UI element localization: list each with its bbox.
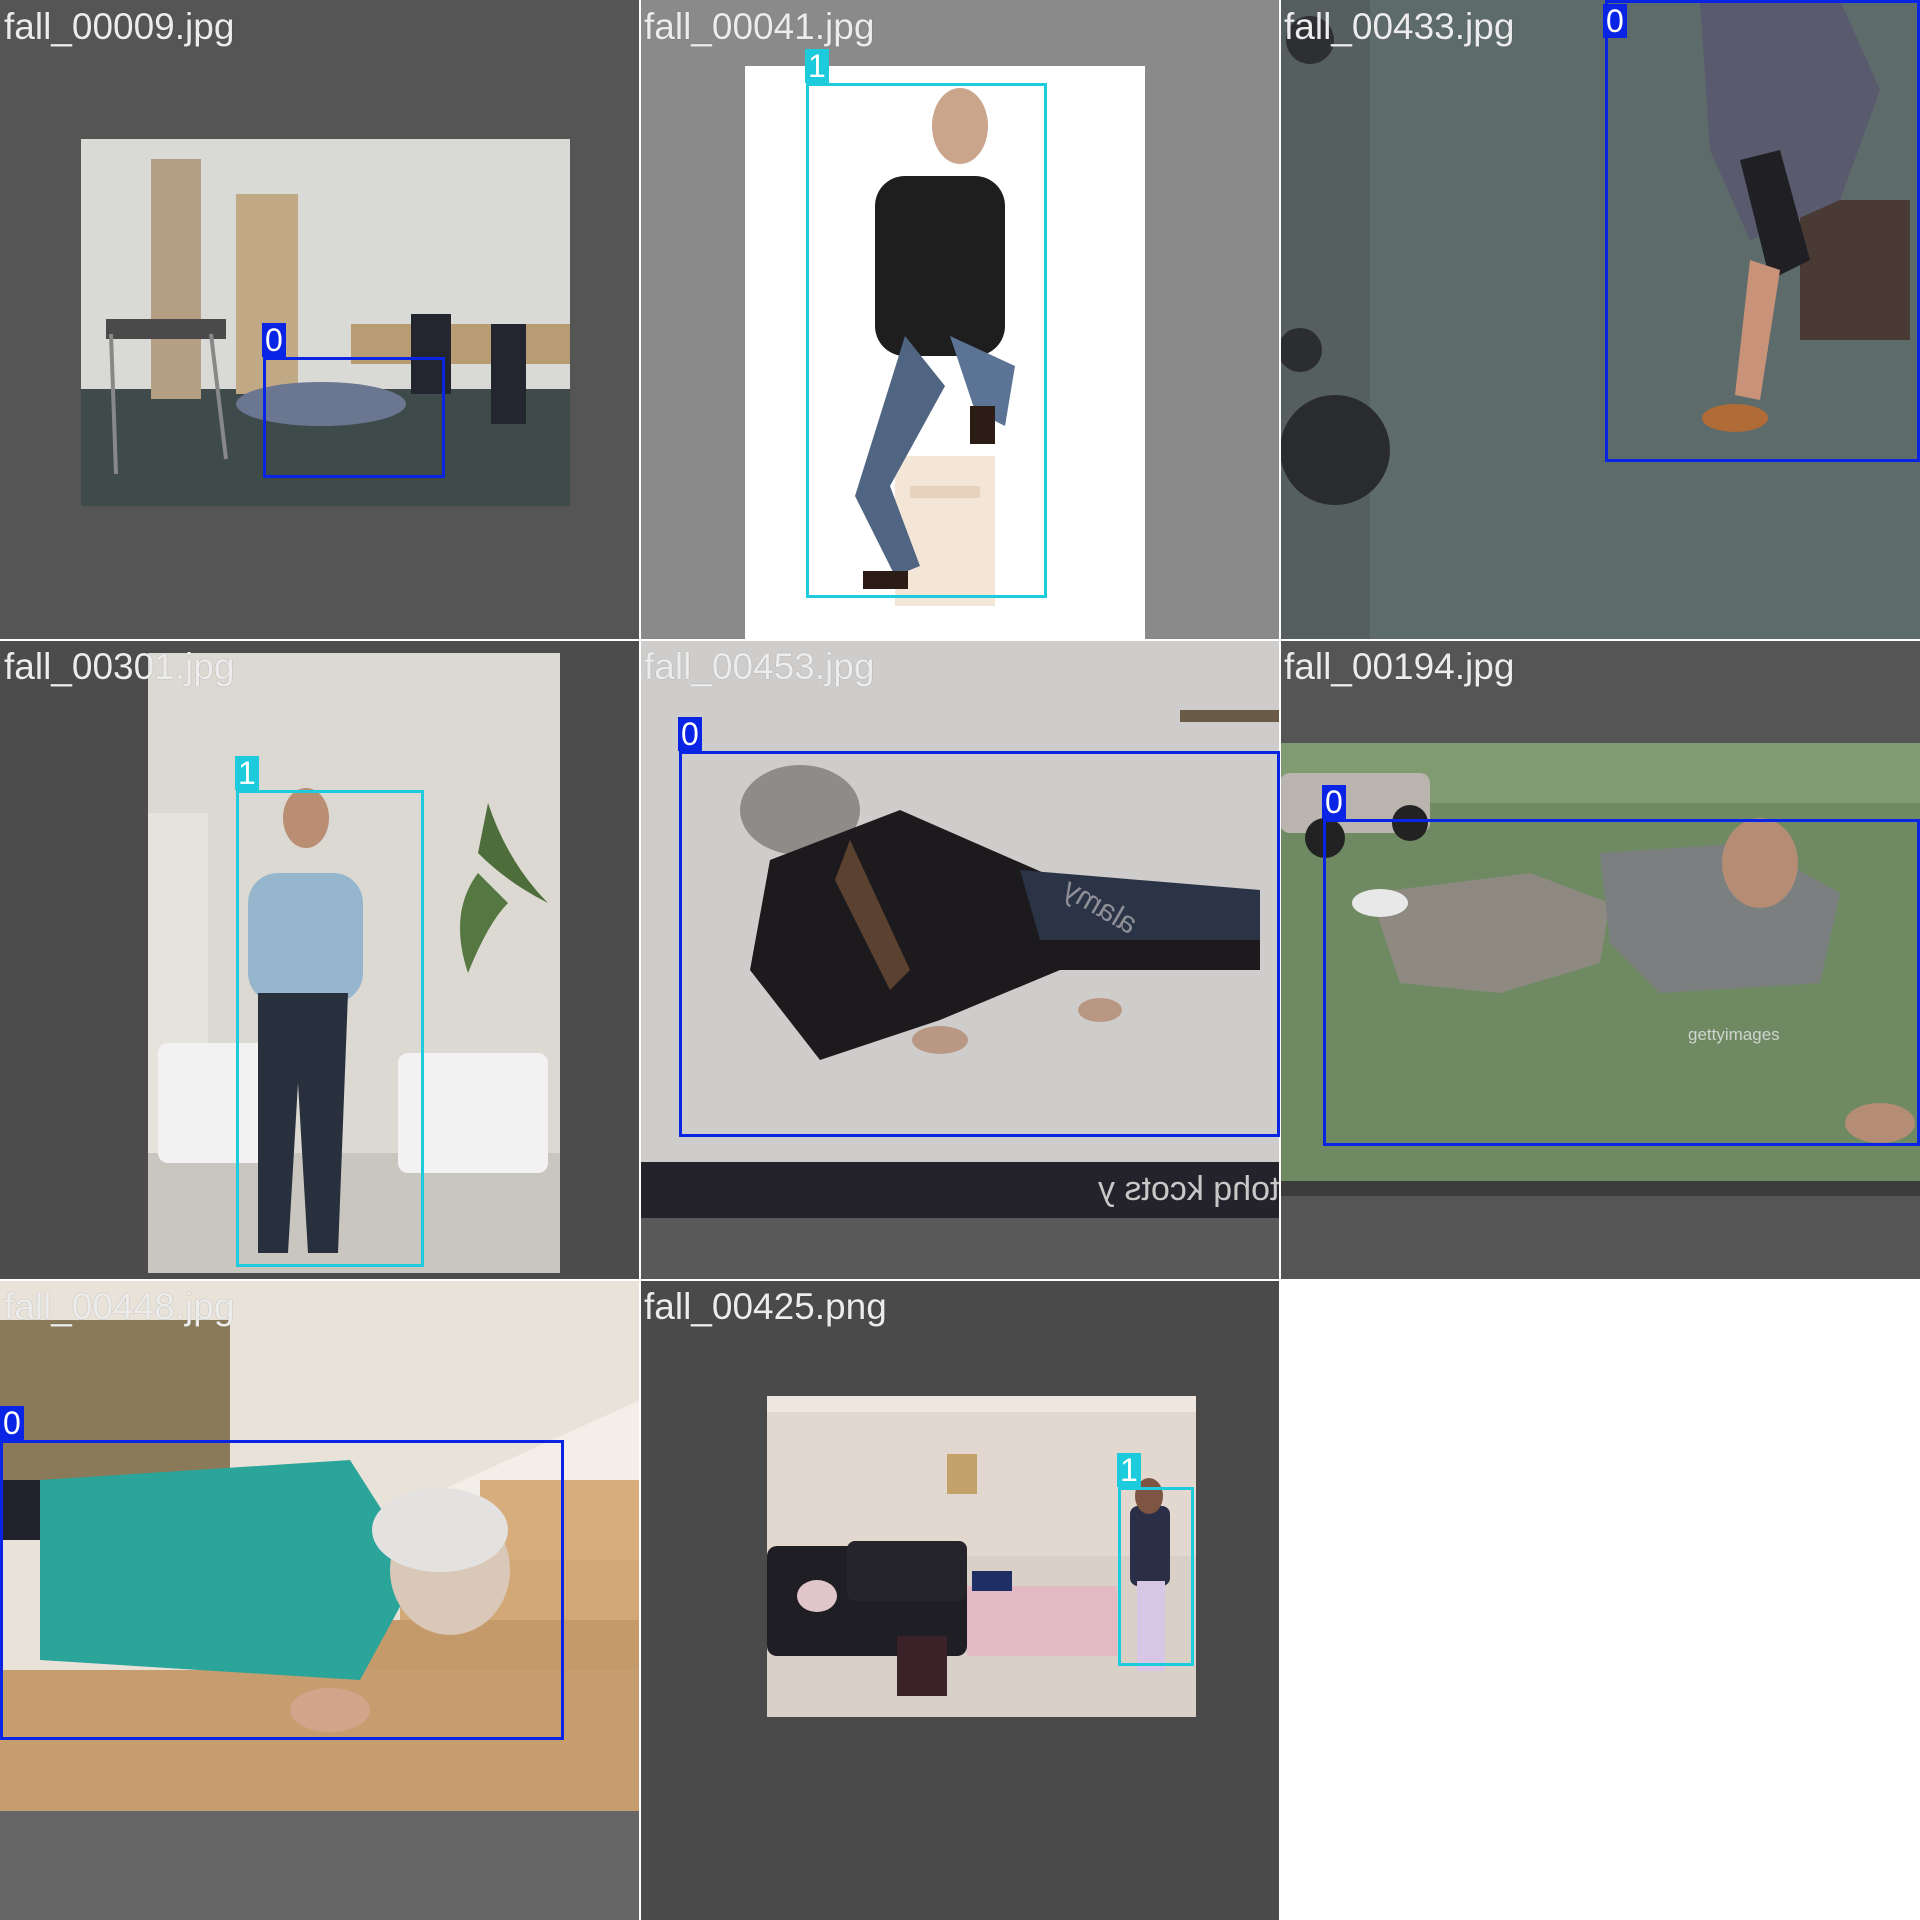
grid-divider-vertical-1 [639, 0, 641, 1920]
photo-office-room [81, 139, 570, 506]
grid-divider-horizontal-2 [0, 1279, 1920, 1281]
tile-filename: fall_00301.jpg [4, 646, 235, 687]
detection-box-class-0 [1605, 0, 1920, 462]
detection-box-class-0 [1323, 819, 1920, 1146]
detection-label-class-1: 1 [1117, 1453, 1141, 1487]
tile-fall-00041: 1 fall_00041.jpg [640, 0, 1280, 640]
photo-snow-ground [640, 640, 1280, 1218]
tile-fall-00194: gettyimages 0 fall_00194.jpg [1280, 640, 1920, 1280]
detection-label-class-1: 1 [805, 49, 829, 83]
detection-label-class-0: 0 [1322, 785, 1346, 819]
carpet-scene-illustration [1280, 0, 1920, 640]
grid-divider-vertical-2 [1279, 0, 1281, 1920]
detection-box-class-0 [263, 357, 445, 478]
tile-filename: fall_00009.jpg [4, 6, 235, 47]
studio-portrait-illustration [745, 66, 1145, 640]
tile-fall-00009: 0 fall_00009.jpg [0, 0, 640, 640]
detection-label-class-0: 0 [1603, 4, 1627, 38]
detection-label-class-0: 0 [678, 717, 702, 751]
tile-filename: fall_00433.jpg [1284, 6, 1515, 47]
tile-fall-00425: 1 fall_00425.png [640, 1280, 1280, 1920]
living-room-illustration [148, 653, 560, 1273]
watermark-stock-photo: otohq kcots y [1098, 1170, 1280, 1208]
grid-divider-horizontal-1 [0, 639, 1920, 641]
tile-fall-00301: 1 fall_00301.jpg [0, 640, 640, 1280]
tile-filename: fall_00448.jpg [4, 1286, 235, 1327]
photo-living-room [148, 653, 560, 1273]
detection-box-class-1 [806, 83, 1047, 598]
tile-filename: fall_00425.png [644, 1286, 887, 1327]
tile-fall-00453: alamy otohq kcots y 0 fall_00453.jpg [640, 640, 1280, 1280]
photo-studio-white [745, 66, 1145, 640]
detection-box-class-0 [679, 751, 1280, 1137]
tile-filename: fall_00194.jpg [1284, 646, 1515, 687]
detection-label-class-0: 0 [262, 323, 286, 357]
photo-carpet-topdown [1280, 0, 1920, 640]
office-room-illustration [81, 139, 570, 506]
detection-label-class-1: 1 [235, 756, 259, 790]
snow-ground-illustration [640, 640, 1280, 1218]
lawn-illustration [1280, 743, 1920, 1196]
stairs-illustration [0, 1280, 640, 1811]
detection-box-class-0 [0, 1440, 564, 1740]
detection-label-class-0: 0 [0, 1406, 24, 1440]
detection-box-class-1 [1118, 1487, 1194, 1666]
tile-fall-00433: 0 fall_00433.jpg [1280, 0, 1920, 640]
detection-box-class-1 [236, 790, 424, 1267]
photo-stairs [0, 1280, 640, 1811]
tile-filename: fall_00041.jpg [644, 6, 875, 47]
tile-fall-00448: 0 fall_00448.jpg [0, 1280, 640, 1920]
watermark-gettyimages: gettyimages [1688, 1025, 1780, 1044]
photo-lawn [1280, 743, 1920, 1196]
tile-filename: fall_00453.jpg [644, 646, 875, 687]
